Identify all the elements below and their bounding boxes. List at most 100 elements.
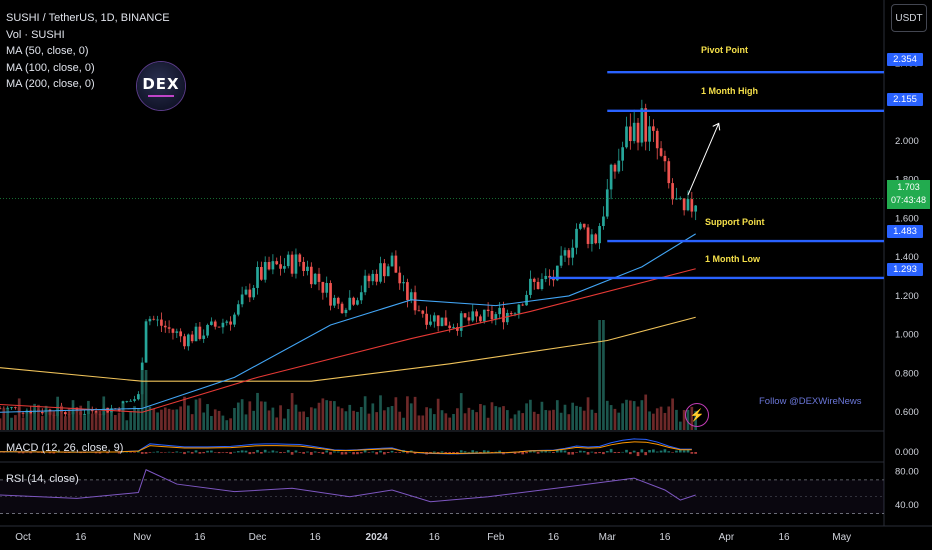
candle-body [678, 198, 682, 200]
volume-bar [682, 410, 686, 430]
candle-body [605, 189, 609, 217]
candle-body [394, 255, 398, 273]
macd-histogram-bar [413, 452, 417, 454]
macd-histogram-bar [48, 452, 52, 454]
macd-histogram-bar [140, 452, 144, 454]
candle-body [321, 281, 325, 293]
candle-body [555, 265, 559, 281]
candle-body [459, 313, 463, 331]
candle-body [467, 317, 471, 321]
macd-histogram-bar [663, 449, 667, 453]
macd-histogram-bar [467, 451, 471, 453]
macd-histogram-bar [148, 452, 152, 453]
candle-body [236, 304, 240, 315]
candle-body [390, 255, 394, 267]
candle-body [690, 199, 694, 212]
volume-bar [48, 411, 52, 430]
macd-histogram-bar [567, 452, 571, 455]
time-tick: 16 [779, 532, 791, 543]
candle-body [63, 412, 67, 415]
macd-histogram-bar [167, 451, 171, 453]
volume-bar [144, 370, 148, 430]
candle-body [682, 198, 686, 211]
candle-body [563, 250, 567, 256]
volume-bar [309, 407, 313, 430]
macd-histogram-bar [225, 452, 229, 453]
macd-histogram-bar [144, 452, 148, 454]
macd-histogram-bar [271, 450, 275, 453]
macd-histogram-bar [240, 450, 244, 453]
volume-bar [494, 406, 498, 430]
volume-bar [421, 415, 425, 430]
volume-bar [359, 406, 363, 430]
candle-body [294, 254, 298, 274]
macd-histogram-bar [655, 451, 659, 453]
macd-histogram-bar [383, 452, 386, 455]
candle-body [621, 147, 624, 161]
volume-bar [302, 411, 305, 430]
macd-histogram-bar [586, 452, 590, 455]
volume-bar [133, 406, 136, 430]
macd-histogram-bar [340, 452, 344, 455]
month-high-label: 1 Month High [701, 86, 758, 96]
volume-bar [183, 396, 186, 430]
macd-histogram-bar [233, 451, 236, 453]
volume-bar [579, 406, 582, 430]
volume-bar [675, 409, 678, 430]
volume-bar [248, 401, 252, 430]
time-tick: 16 [194, 532, 206, 543]
volume-bar [513, 414, 517, 430]
macd-histogram-bar [98, 452, 102, 454]
volume-bar [2, 408, 6, 430]
macd-histogram-bar [379, 450, 382, 453]
ma100-label: MA (100, close, 0) [6, 61, 95, 74]
candle-body [352, 297, 355, 305]
macd-histogram-bar [29, 452, 33, 454]
volume-bar [163, 407, 167, 430]
chart-legend: SUSHI / TetherUS, 1D, BINANCE Vol · SUSH… [6, 10, 170, 93]
macd-histogram-bar [605, 451, 609, 453]
volume-bar [575, 405, 578, 430]
macd-histogram-bar [671, 452, 674, 453]
candle-body [521, 304, 525, 306]
currency-button[interactable]: USDT [891, 4, 927, 32]
candle-body [40, 411, 44, 414]
macd-histogram-bar [513, 452, 517, 454]
volume-bar [17, 398, 21, 430]
volume-bar [529, 399, 532, 430]
volume-bar [286, 409, 290, 430]
candle-body [498, 307, 501, 315]
rsi-line [0, 469, 696, 503]
candle-body [579, 223, 582, 229]
price-tick: 2.000 [895, 136, 919, 147]
volume-bar [475, 412, 478, 430]
volume-bar [171, 409, 175, 430]
candle-body [183, 336, 186, 347]
candle-body [356, 300, 359, 305]
support-point-tag: 1.483 [887, 225, 923, 238]
candle-body [152, 318, 156, 320]
follow-credit: Follow @DEXWireNews [759, 396, 862, 407]
time-tick: 16 [548, 532, 560, 543]
candle-body [83, 413, 86, 415]
macd-histogram-bar [486, 450, 490, 453]
lightning-icon[interactable]: ⚡ [685, 403, 709, 427]
candle-body [694, 205, 698, 212]
volume-bar [444, 413, 448, 430]
volume-bar [552, 409, 555, 430]
macd-histogram-bar [590, 451, 594, 453]
macd-histogram-bar [279, 452, 282, 454]
macd-histogram-bar [329, 452, 332, 455]
macd-histogram-bar [286, 450, 290, 453]
macd-histogram-bar [260, 452, 263, 454]
volume-bar [298, 411, 302, 430]
candle-body [490, 310, 494, 320]
macd-histogram-bar [356, 452, 359, 455]
candle-body [125, 401, 129, 402]
volume-bar [294, 404, 298, 430]
dex-logo-text: DEX [142, 75, 180, 93]
volume-bar [113, 415, 117, 430]
ma200-label: MA (200, close, 0) [6, 78, 95, 90]
macd-histogram-bar [275, 451, 279, 453]
volume-bar [336, 406, 340, 430]
